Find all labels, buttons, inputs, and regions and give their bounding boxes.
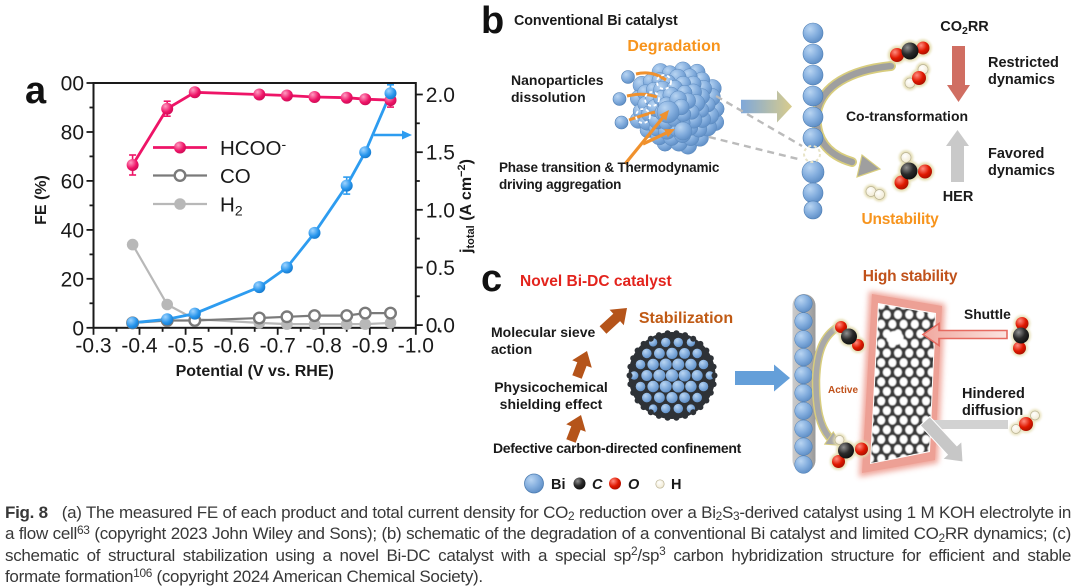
svg-text:-0.4: -0.4 xyxy=(121,334,158,357)
svg-text:1.0: 1.0 xyxy=(426,199,455,222)
svg-text:-0.8: -0.8 xyxy=(306,334,342,357)
svg-text:c: c xyxy=(481,258,502,300)
svg-text:20: 20 xyxy=(61,268,84,291)
svg-text:80: 80 xyxy=(61,122,84,145)
svg-text:dynamics: dynamics xyxy=(988,163,1055,179)
svg-text:Shuttle: Shuttle xyxy=(964,307,1011,322)
svg-text:shielding effect: shielding effect xyxy=(500,396,603,412)
svg-text:-0.6: -0.6 xyxy=(214,334,250,357)
svg-text:Physicochemical: Physicochemical xyxy=(494,379,608,395)
svg-text:Novel Bi-DC catalyst: Novel Bi-DC catalyst xyxy=(520,273,672,290)
svg-text:Defective carbon-directed conf: Defective carbon-directed confinement xyxy=(493,440,742,456)
svg-text:Favored: Favored xyxy=(988,146,1044,162)
svg-text:FE (%): FE (%) xyxy=(33,175,50,225)
svg-text:action: action xyxy=(491,341,532,357)
svg-text:00: 00 xyxy=(61,73,84,96)
svg-text:Phase transition & Thermodynam: Phase transition & Thermodynamic xyxy=(499,160,720,175)
svg-text:Nanoparticles: Nanoparticles xyxy=(511,72,604,88)
svg-text:0.5: 0.5 xyxy=(426,257,455,280)
svg-text:High stability: High stability xyxy=(863,268,958,285)
svg-text:Stabilization: Stabilization xyxy=(639,310,733,327)
svg-text:0.0: 0.0 xyxy=(426,315,455,338)
svg-text:2.0: 2.0 xyxy=(426,84,455,107)
svg-text:b: b xyxy=(481,0,504,42)
svg-text:0: 0 xyxy=(72,317,84,340)
svg-text:Active: Active xyxy=(828,385,858,396)
svg-text:H: H xyxy=(671,477,681,493)
svg-text:O: O xyxy=(628,477,640,493)
svg-text:-1.0: -1.0 xyxy=(398,334,434,357)
svg-text:C: C xyxy=(592,477,603,493)
svg-text:CO2RR: CO2RR xyxy=(940,19,989,37)
svg-text:Bi: Bi xyxy=(551,477,566,493)
svg-text:1.5: 1.5 xyxy=(426,142,455,165)
svg-text:-0.7: -0.7 xyxy=(260,334,296,357)
svg-text:-0.3: -0.3 xyxy=(75,334,111,357)
svg-text:diffusion: diffusion xyxy=(962,403,1023,419)
svg-text:Potential (V vs. RHE): Potential (V vs. RHE) xyxy=(176,363,334,380)
svg-text:Restricted: Restricted xyxy=(988,55,1059,71)
svg-text:dissolution: dissolution xyxy=(511,89,586,105)
svg-text:Molecular sieve: Molecular sieve xyxy=(491,324,595,340)
svg-text:60: 60 xyxy=(61,170,84,193)
svg-text:CO: CO xyxy=(220,165,251,188)
svg-text:Co-transformation: Co-transformation xyxy=(846,108,968,124)
svg-text:-0.5: -0.5 xyxy=(168,334,204,357)
svg-text:HER: HER xyxy=(943,189,974,205)
svg-text:HCOO-: HCOO- xyxy=(220,136,287,160)
svg-text:Hindered: Hindered xyxy=(962,386,1025,402)
svg-text:40: 40 xyxy=(61,219,84,242)
svg-text:Conventional Bi catalyst: Conventional Bi catalyst xyxy=(514,13,678,29)
svg-text:a: a xyxy=(25,70,47,112)
svg-text:Unstability: Unstability xyxy=(861,211,939,228)
svg-text:Degradation: Degradation xyxy=(627,38,720,55)
svg-text:dynamics: dynamics xyxy=(988,72,1055,88)
svg-text:driving aggregation: driving aggregation xyxy=(499,177,621,192)
svg-text:-0.9: -0.9 xyxy=(352,334,388,357)
